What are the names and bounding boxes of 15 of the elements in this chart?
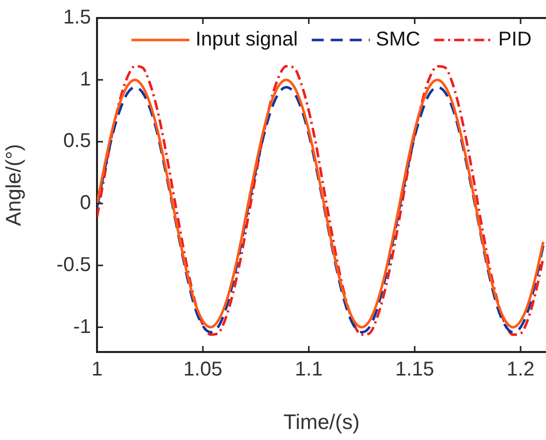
y-tick-label: -1 (73, 316, 91, 338)
y-tick-label: 1 (80, 68, 91, 90)
legend-label: SMC (376, 28, 420, 51)
x-tick-label: 1.05 (183, 358, 222, 381)
y-axis-title: Angle/(°) (2, 144, 26, 226)
legend-label: PID (498, 28, 532, 51)
x-axis-title: Time/(s) (283, 411, 360, 434)
legend-label: Input signal (195, 28, 298, 51)
y-tick-label: -0.5 (56, 254, 91, 276)
y-tick-label: 1.5 (63, 6, 91, 29)
x-tick-label: 1.1 (294, 358, 323, 381)
x-tick-label: 1.15 (395, 358, 434, 381)
y-tick-label: 0 (80, 192, 91, 214)
y-tick-label: 0.5 (63, 130, 91, 152)
x-tick-label: 1.2 (506, 358, 534, 381)
